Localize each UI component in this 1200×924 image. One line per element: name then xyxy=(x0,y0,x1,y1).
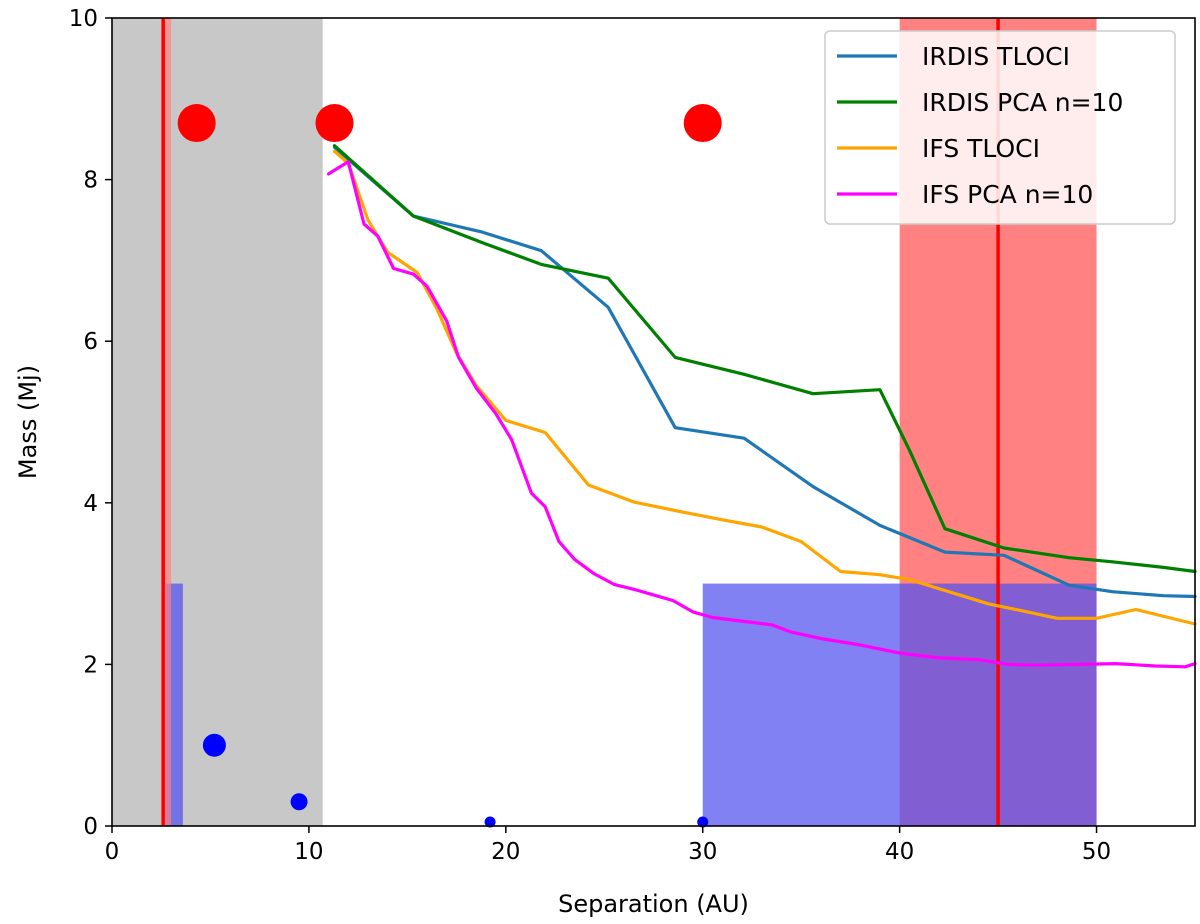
x-tick-label: 10 xyxy=(294,839,323,865)
x-tick-label: 40 xyxy=(885,839,914,865)
y-tick-label: 10 xyxy=(69,6,98,32)
blue-marker-1 xyxy=(202,733,226,757)
axis-ticks: 0 10 20 30 40 50 0 2 4 6 8 10 xyxy=(69,6,1111,865)
y-tick-label: 4 xyxy=(83,491,98,517)
legend-box xyxy=(824,30,1176,225)
y-axis-label: Mass (Mj) xyxy=(14,365,42,479)
legend-label: IFS TLOCI xyxy=(922,134,1040,163)
region-blue-box-outer xyxy=(702,583,1097,826)
legend-label: IFS PCA n=10 xyxy=(922,180,1093,209)
region-red-band-narrow xyxy=(161,18,172,826)
y-tick-label: 8 xyxy=(83,168,98,194)
series-line-irdis-pca-n-10 xyxy=(332,144,1197,574)
y-tick-label: 2 xyxy=(83,652,98,678)
red-marker-1 xyxy=(177,104,216,143)
series-lines xyxy=(327,144,1197,669)
x-tick-label: 50 xyxy=(1082,839,1111,865)
x-tick-label: 0 xyxy=(105,839,120,865)
region-excluded-inner xyxy=(112,18,323,826)
marker-points xyxy=(177,104,722,828)
x-axis-label: Separation (AU) xyxy=(558,890,749,918)
blue-marker-2 xyxy=(290,793,308,811)
legend-label: IRDIS PCA n=10 xyxy=(922,88,1123,117)
series-line-irdis-tloci xyxy=(332,145,1197,599)
blue-marker-3 xyxy=(484,816,496,828)
y-tick-label: 0 xyxy=(83,814,98,840)
y-tick-label: 6 xyxy=(83,329,98,355)
legend-label: IRDIS TLOCI xyxy=(922,42,1070,71)
blue-marker-4 xyxy=(697,816,709,828)
x-tick-label: 30 xyxy=(688,839,717,865)
legend: IRDIS TLOCI IRDIS PCA n=10 IFS TLOCI IFS PC… xyxy=(824,30,1176,225)
x-tick-label: 20 xyxy=(491,839,520,865)
red-marker-3 xyxy=(683,104,722,143)
red-marker-2 xyxy=(315,104,354,143)
plot-frame xyxy=(111,17,1196,827)
series-line-ifs-pca-n-10 xyxy=(327,160,1197,669)
